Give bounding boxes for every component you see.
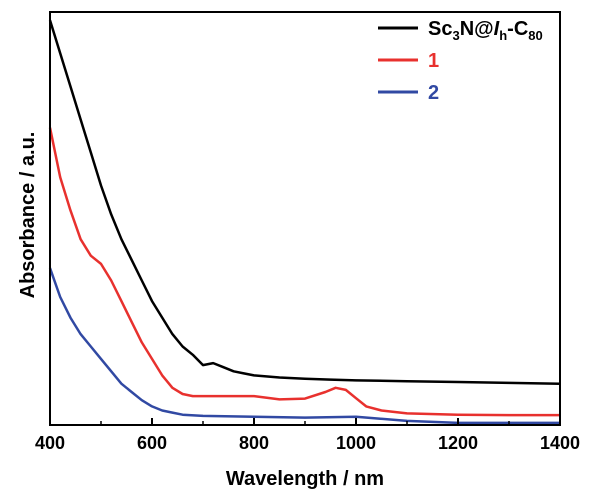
y-axis-label: Absorbance / a.u. xyxy=(17,132,39,299)
legend-label: 2 xyxy=(428,82,439,104)
x-tick-label: 1000 xyxy=(336,433,376,453)
plot-frame xyxy=(49,11,561,426)
legend-label: 1 xyxy=(428,50,439,72)
series-line-1 xyxy=(48,127,560,417)
x-tick-label: 800 xyxy=(239,433,269,453)
legend: Sc3N@Ih-C80 1 2 xyxy=(378,18,543,104)
x-tick-label: 600 xyxy=(137,433,167,453)
axis-ticks xyxy=(49,418,561,425)
x-tick-label: 1400 xyxy=(540,433,580,453)
x-tick-label: 1200 xyxy=(438,433,478,453)
series-lines xyxy=(48,19,561,425)
x-axis-label: Wavelength / nm xyxy=(226,468,384,490)
x-tick-label: 400 xyxy=(35,433,65,453)
x-tick-labels: 400 600 800 1000 1200 1400 xyxy=(35,433,580,453)
legend-label: Sc3N@Ih-C80 xyxy=(428,18,543,43)
series-line-0 xyxy=(48,19,561,385)
series-line-2 xyxy=(48,267,560,425)
